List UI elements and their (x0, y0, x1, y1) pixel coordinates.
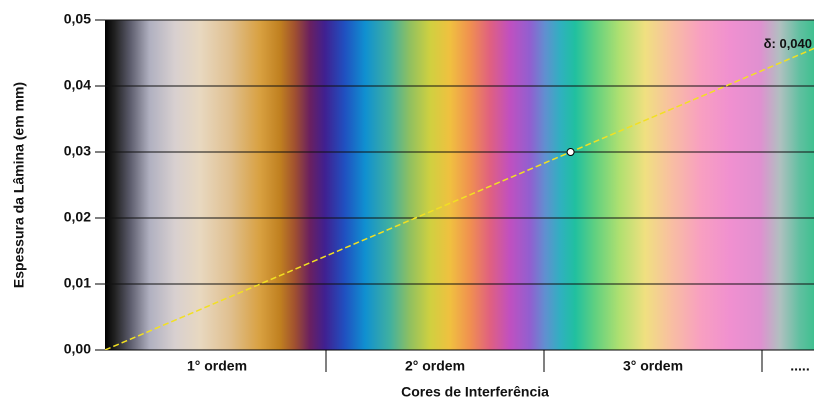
y-tick-label: 0,01 (64, 275, 91, 291)
y-axis-title: Espessura da Lâmina (em mm) (11, 82, 27, 288)
y-tick-label: 0,02 (64, 209, 91, 225)
y-tick-label: 0,04 (64, 77, 91, 93)
x-axis-title: Cores de Interferência (401, 384, 549, 400)
y-tick-label: 0,00 (64, 341, 91, 357)
birefringence-label: δ: 0,040 (764, 36, 812, 51)
x-category-label: 3° ordem (623, 358, 683, 374)
color-band (105, 20, 814, 350)
y-tick-label: 0,05 (64, 11, 91, 27)
x-category-label: ..... (790, 358, 809, 374)
chart: Espessura da Lâmina (em mm) Cores de Int… (0, 0, 814, 406)
thickness-point (567, 149, 574, 156)
x-category-label: 2° ordem (405, 358, 465, 374)
x-category-label: 1° ordem (187, 358, 247, 374)
y-tick-label: 0,03 (64, 143, 91, 159)
